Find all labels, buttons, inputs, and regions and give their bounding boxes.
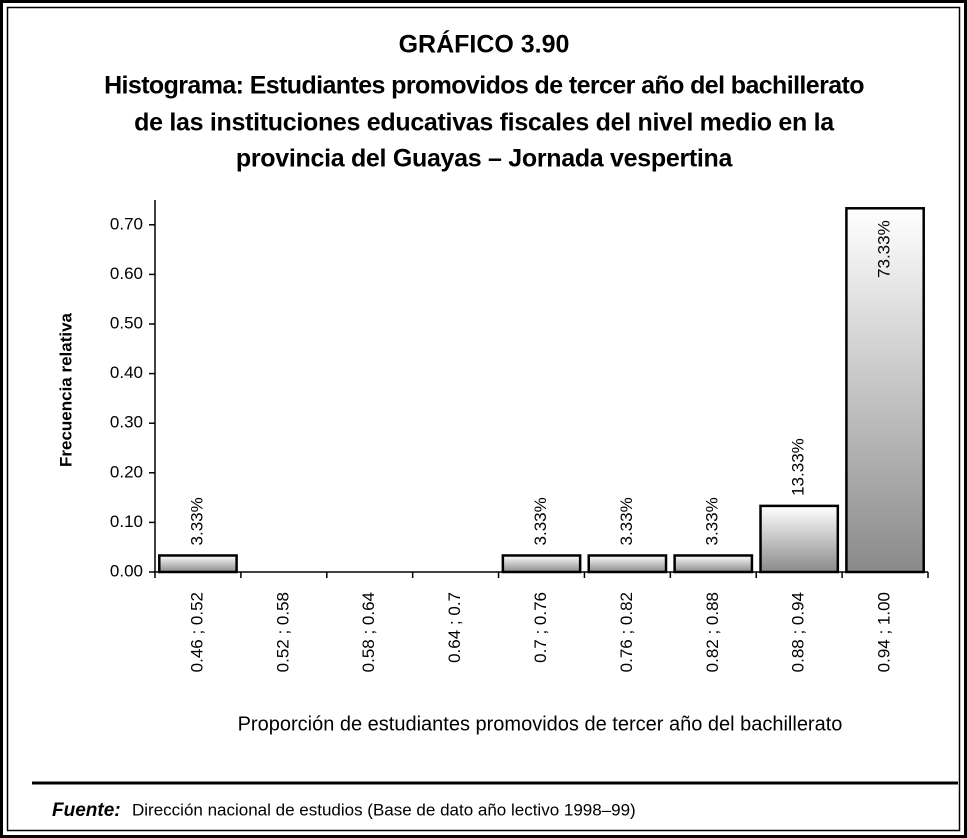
x-tick-label: 0.82 ; 0.88 <box>703 592 722 672</box>
value-label: 3.33% <box>531 497 550 545</box>
subtitle: Histograma: Estudiantes promovidos de te… <box>104 72 864 100</box>
bar <box>501 554 582 574</box>
frame-inner <box>6 6 961 832</box>
x-tick-label: 0.76 ; 0.82 <box>617 592 636 672</box>
y-tick-label: 0.00 <box>110 561 143 580</box>
bar <box>673 554 754 574</box>
y-tick-label: 0.70 <box>110 214 143 233</box>
y-tick-label: 0.50 <box>110 313 143 332</box>
y-tick-label: 0.40 <box>110 363 143 382</box>
bar <box>158 554 238 574</box>
x-tick-label: 0.64 ; 0.7 <box>445 592 464 663</box>
value-label: 73.33% <box>875 220 894 278</box>
y-tick-label: 0.30 <box>110 413 143 432</box>
source-label: Fuente: <box>52 800 121 821</box>
value-label: 3.33% <box>703 497 722 545</box>
subtitle: provincia del Guayas – Jornada vespertin… <box>236 145 734 173</box>
x-tick-label: 0.94 ; 1.00 <box>875 592 894 672</box>
x-tick-label: 0.7 ; 0.76 <box>531 592 550 663</box>
subtitle: de las instituciones educativas fiscales… <box>134 109 835 137</box>
bar <box>759 504 840 574</box>
x-axis-label: Proporción de estudiantes promovidos de … <box>238 713 843 735</box>
value-label: 13.33% <box>789 438 808 496</box>
x-tick-label: 0.58 ; 0.64 <box>359 592 378 672</box>
y-tick-label: 0.20 <box>110 462 143 481</box>
value-label: 3.33% <box>187 497 206 545</box>
x-tick-label: 0.52 ; 0.58 <box>273 592 292 672</box>
y-tick-label: 0.10 <box>110 512 143 531</box>
x-tick-label: 0.88 ; 0.94 <box>789 592 808 672</box>
y-tick-label: 0.60 <box>110 264 143 283</box>
x-tick-label: 0.46 ; 0.52 <box>187 592 206 672</box>
y-axis-label: Frecuencia relativa <box>56 312 75 467</box>
bar <box>845 207 925 574</box>
bar <box>587 554 668 574</box>
source: Dirección nacional de estudios (Base de … <box>132 800 636 819</box>
value-label: 3.33% <box>617 497 636 545</box>
chart-title: GRÁFICO 3.90 <box>399 30 570 59</box>
